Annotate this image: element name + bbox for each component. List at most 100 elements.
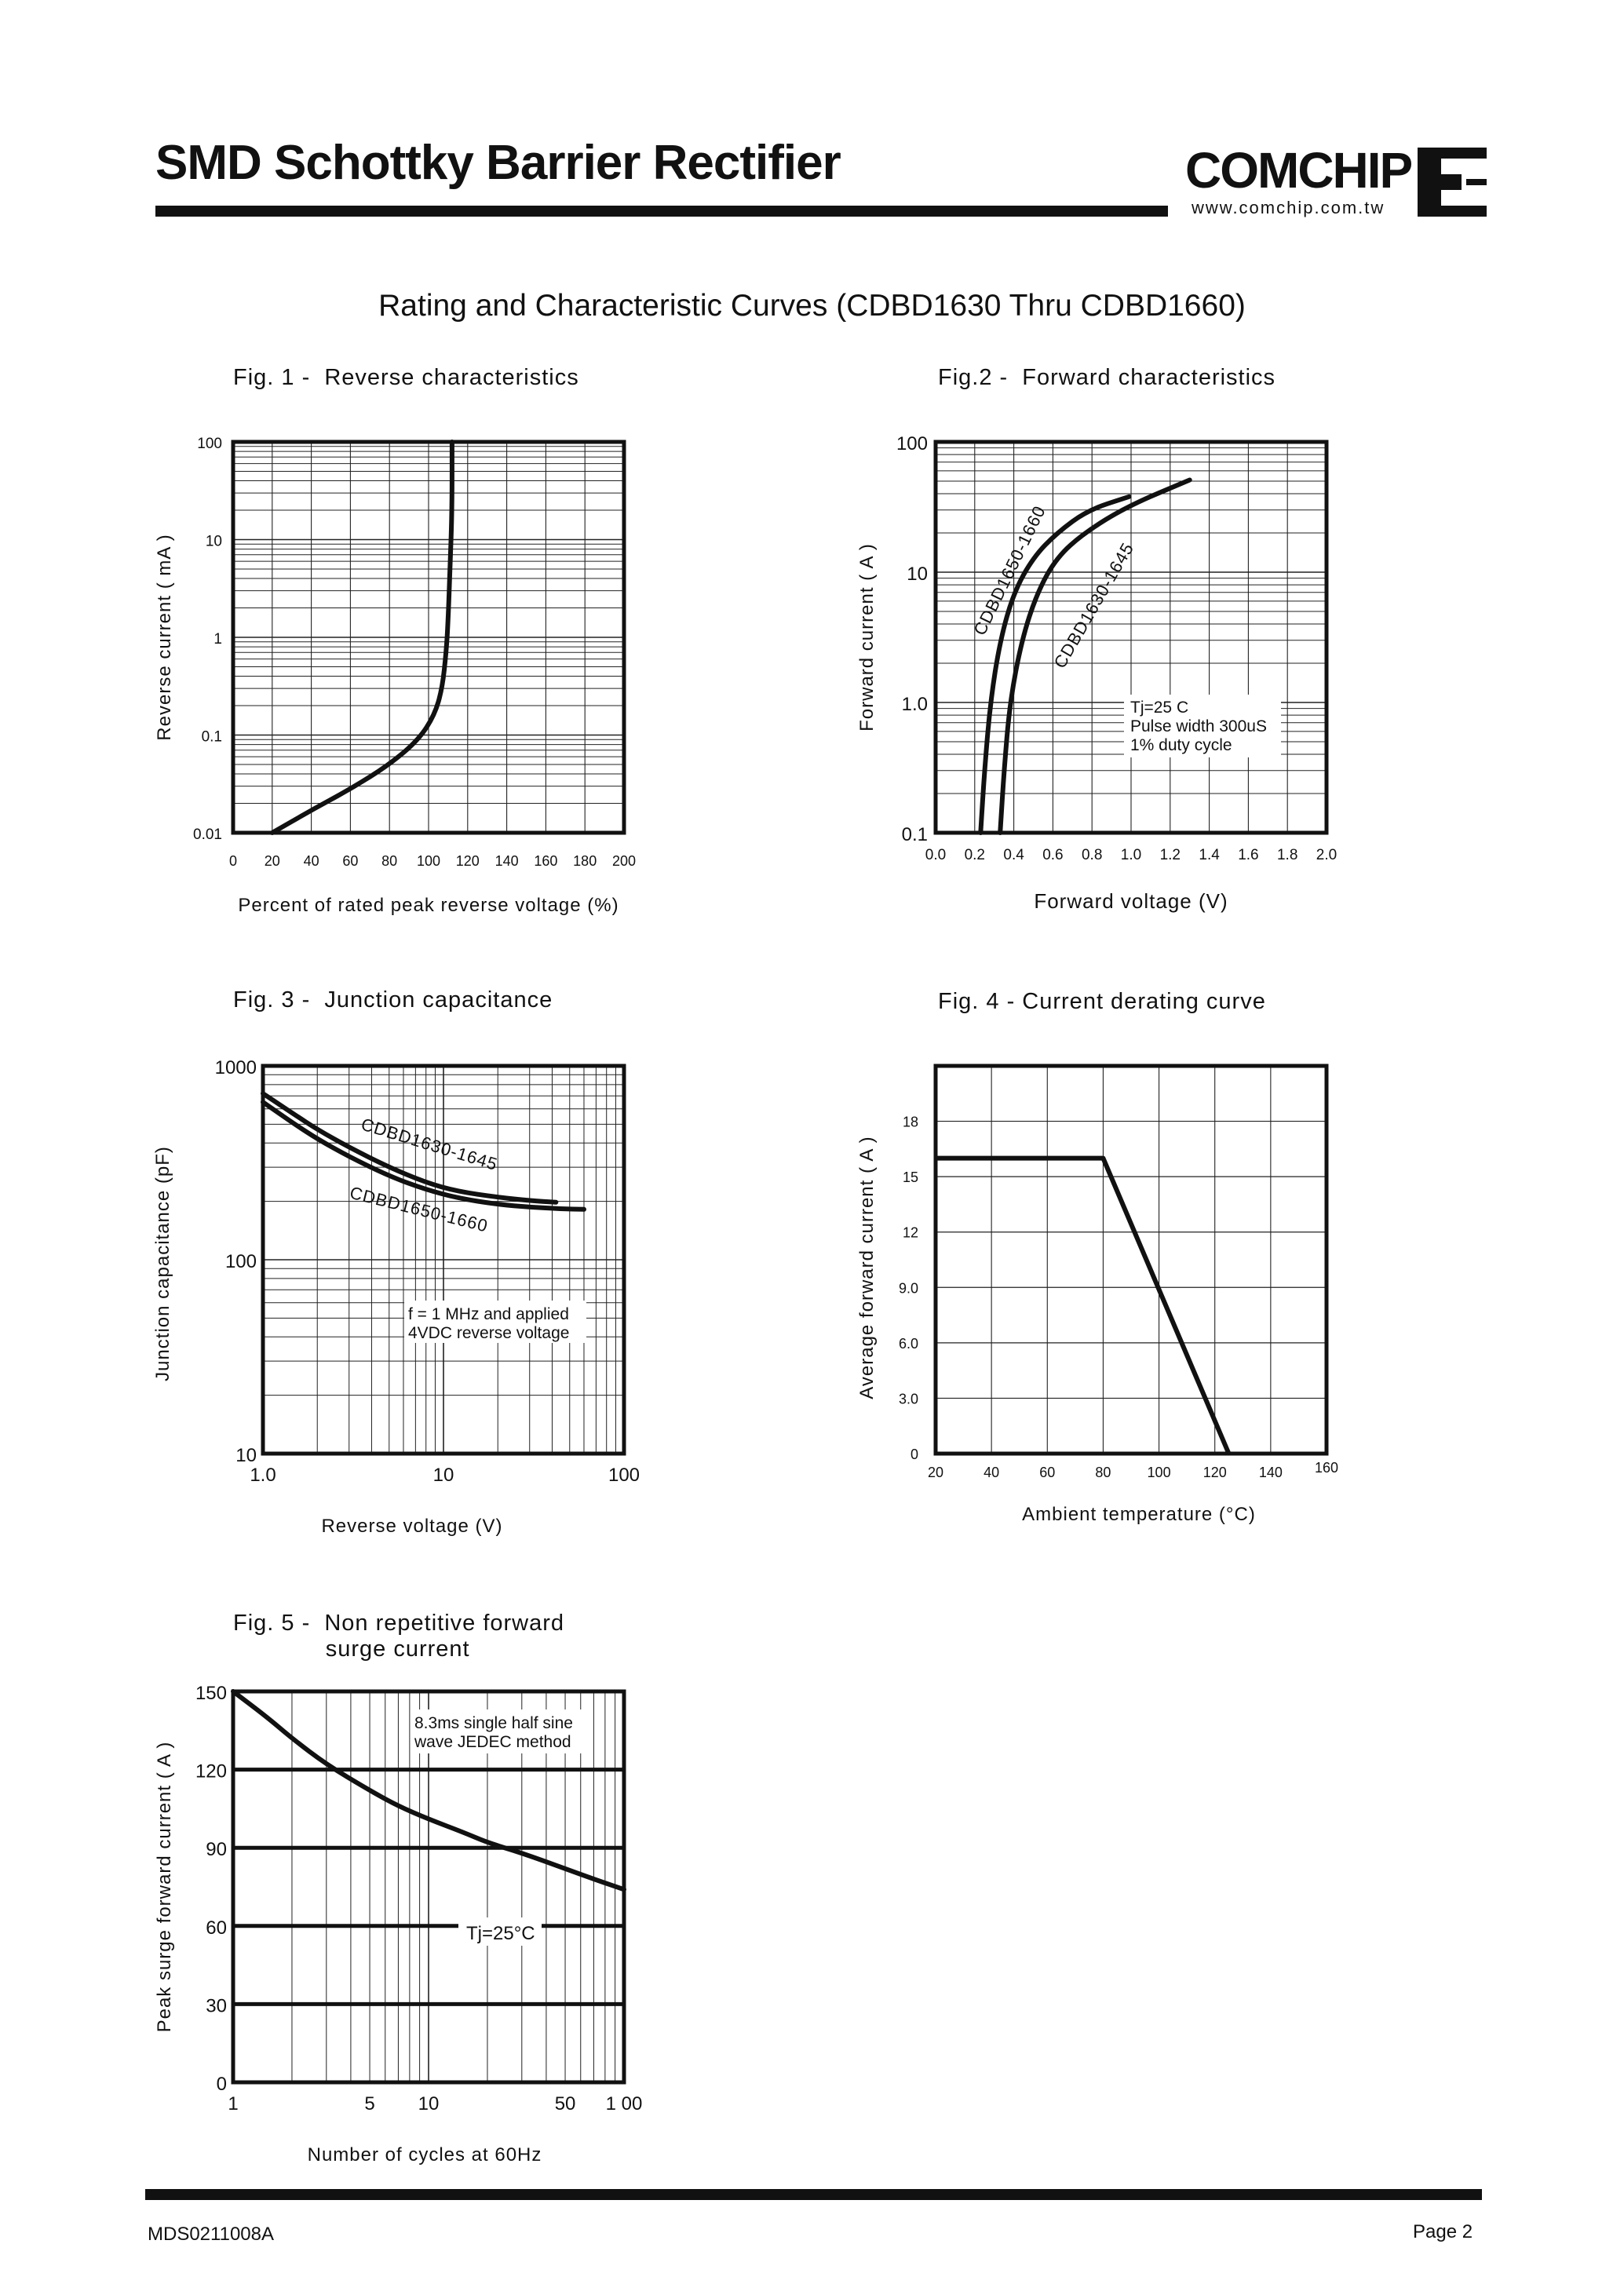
fig3-frame	[261, 1064, 626, 1456]
fig1-y-tick-label: 100	[197, 436, 222, 452]
fig1-y-axis-label: Reverse current ( mA )	[154, 534, 175, 740]
fig5-y-tick-label: 30	[206, 1995, 227, 2016]
fig2-annotation: 1% duty cycle	[1130, 736, 1232, 754]
series-line-cdbd1650-1660	[261, 1100, 586, 1212]
fig5-y-tick-label: 120	[195, 1761, 227, 1782]
fig3-y-axis-label: Junction capacitance (pF)	[152, 1146, 173, 1381]
fig2-x-tick-label: 1.0	[1121, 847, 1141, 863]
fig1-x-tick-label: 60	[342, 853, 358, 869]
fig4-chart: 20 40 60 80 100 120 140 160 0 3.0 6.0 9.0 12 15 18 Ambi…	[856, 1064, 1338, 1525]
fig5-x-tick-label: 50	[555, 2093, 576, 2114]
fig5-temp-bg	[458, 1917, 542, 1946]
fig4-x-tick-label: 100	[1148, 1465, 1171, 1480]
fig2-x-tick-label: 1.2	[1160, 847, 1181, 863]
fig2-x-axis-label: Forward voltage (V)	[1034, 889, 1228, 913]
fig4-x-tick-label: 120	[1203, 1465, 1227, 1480]
fig4-x-tick-label: 140	[1259, 1465, 1283, 1480]
fig3-x-tick-label: 10	[433, 1465, 454, 1486]
fig1-frame	[231, 440, 626, 835]
page-number: Page 2	[1413, 2221, 1473, 2242]
fig2-frame	[933, 440, 1329, 835]
fig3-annotation: 4VDC reverse voltage	[408, 1324, 569, 1342]
fig1-x-tick-label: 120	[456, 853, 480, 869]
series-line-cdbd1630-1645	[261, 1091, 559, 1205]
fig1-x-axis-label: Percent of rated peak reverse voltage (%…	[238, 895, 619, 916]
fig1-title: Fig. 1 - Reverse characteristics	[233, 365, 579, 390]
fig3-x-tick-label: 1.0	[250, 1465, 276, 1486]
fig1-x-tick-label: 200	[612, 853, 636, 869]
fig5-annotation-bg	[411, 1709, 591, 1753]
fig2-x-tick-label: 0.6	[1042, 847, 1063, 863]
fig3-annotation: f = 1 MHz and applied	[408, 1305, 569, 1323]
fig5-x-tick-label: 1	[228, 2093, 238, 2114]
fig4-x-tick-label: 40	[984, 1465, 999, 1480]
fig4-y-tick-label: 18	[903, 1115, 918, 1130]
fig2-y-tick-label: 1.0	[902, 694, 928, 715]
fig2-annotation-bg	[1124, 695, 1281, 757]
fig2-annotation: Tj=25 C	[1130, 699, 1188, 717]
series-line-cdbd1630-1645	[998, 477, 1192, 835]
fig5-y-tick-label: 60	[206, 1917, 227, 1939]
fig1-y-tick-label: 10	[206, 534, 222, 550]
fig4-y-tick-label: 6.0	[899, 1336, 918, 1352]
fig1-x-tick-label: 0	[229, 853, 237, 869]
fig5-annotation: Tj=25°C	[466, 1923, 535, 1944]
fig4-plot-bg	[936, 1066, 1327, 1454]
fig5-y-axis-label: Peak surge forward current ( A )	[154, 1742, 175, 2033]
fig1-x-tick-label: 160	[534, 853, 557, 869]
page-title: Rating and Characteristic Curves (CDBD16…	[378, 289, 1246, 323]
fig1-x-tick-label: 100	[417, 853, 440, 869]
fig1-x-tick-label: 180	[573, 853, 597, 869]
series-line-fig5-0	[231, 1689, 626, 1892]
fig4-y-tick-label: 15	[903, 1169, 918, 1185]
fig5-x-tick-label: 10	[418, 2093, 440, 2114]
fig4-x-axis-label: Ambient temperature (°C)	[1022, 1504, 1256, 1525]
fig4-y-axis-label: Average forward current ( A )	[856, 1136, 878, 1399]
footer-rule	[145, 2189, 1482, 2200]
fig2-y-tick-label: 0.1	[902, 824, 928, 845]
fig2-x-tick-label: 0.8	[1082, 847, 1102, 863]
fig4-frame	[933, 1064, 1329, 1456]
fig1-y-tick-label: 1	[213, 631, 222, 648]
fig2-y-tick-label: 100	[896, 433, 928, 454]
fig4-title: Fig. 4 - Current derating curve	[938, 989, 1266, 1014]
fig1-x-tick-label: 140	[495, 853, 519, 869]
fig3-y-tick-label: 1000	[215, 1057, 257, 1078]
fig2-x-tick-label: 0.2	[965, 847, 985, 863]
fig4-y-tick-label: 3.0	[899, 1391, 918, 1407]
header-rule	[155, 206, 1168, 217]
fig3-x-axis-label: Reverse voltage (V)	[321, 1516, 502, 1537]
fig5-y-tick-label: 0	[217, 2074, 227, 2095]
fig1-x-tick-label: 40	[304, 853, 319, 869]
fig2-y-tick-label: 10	[907, 564, 928, 585]
fig2-x-tick-label: 2.0	[1316, 847, 1337, 863]
fig3-y-tick-label: 100	[225, 1251, 257, 1272]
fig2-title: Fig.2 - Forward characteristics	[938, 365, 1276, 390]
fig4-x-tick-label: 160	[1315, 1460, 1338, 1476]
fig5-x-axis-label: Number of cycles at 60Hz	[308, 2144, 542, 2165]
fig4-y-tick-label: 12	[903, 1225, 918, 1241]
fig4-x-tick-label: 80	[1095, 1465, 1111, 1480]
fig1-x-tick-label: 20	[265, 853, 280, 869]
fig5-x-tick-label: 5	[364, 2093, 374, 2114]
fig2-y-axis-label: Forward current ( A )	[856, 543, 878, 732]
website-url: www.comchip.com.tw	[1192, 198, 1385, 217]
fig5-annotation: 8.3ms single half sine	[414, 1714, 573, 1732]
fig1-x-tick-label: 80	[381, 853, 397, 869]
document-id: MDS0211008A	[148, 2224, 274, 2245]
fig4-x-tick-label: 20	[928, 1465, 943, 1480]
fig2-x-tick-label: 0.4	[1003, 847, 1024, 863]
fig4-x-tick-label: 60	[1039, 1465, 1055, 1480]
fig5-frame	[231, 1689, 626, 2085]
fig2-x-tick-label: 1.6	[1238, 847, 1258, 863]
fig2-x-tick-label: 1.8	[1277, 847, 1297, 863]
fig3-y-tick-label: 10	[235, 1445, 257, 1466]
fig2-annotation: Pulse width 300uS	[1130, 717, 1267, 735]
series-line-fig1-0	[269, 440, 454, 835]
fig2-x-tick-label: 0.0	[925, 847, 946, 863]
fig5-y-tick-label: 90	[206, 1839, 227, 1860]
fig5-x-tick-label: 1 00	[606, 2093, 643, 2114]
